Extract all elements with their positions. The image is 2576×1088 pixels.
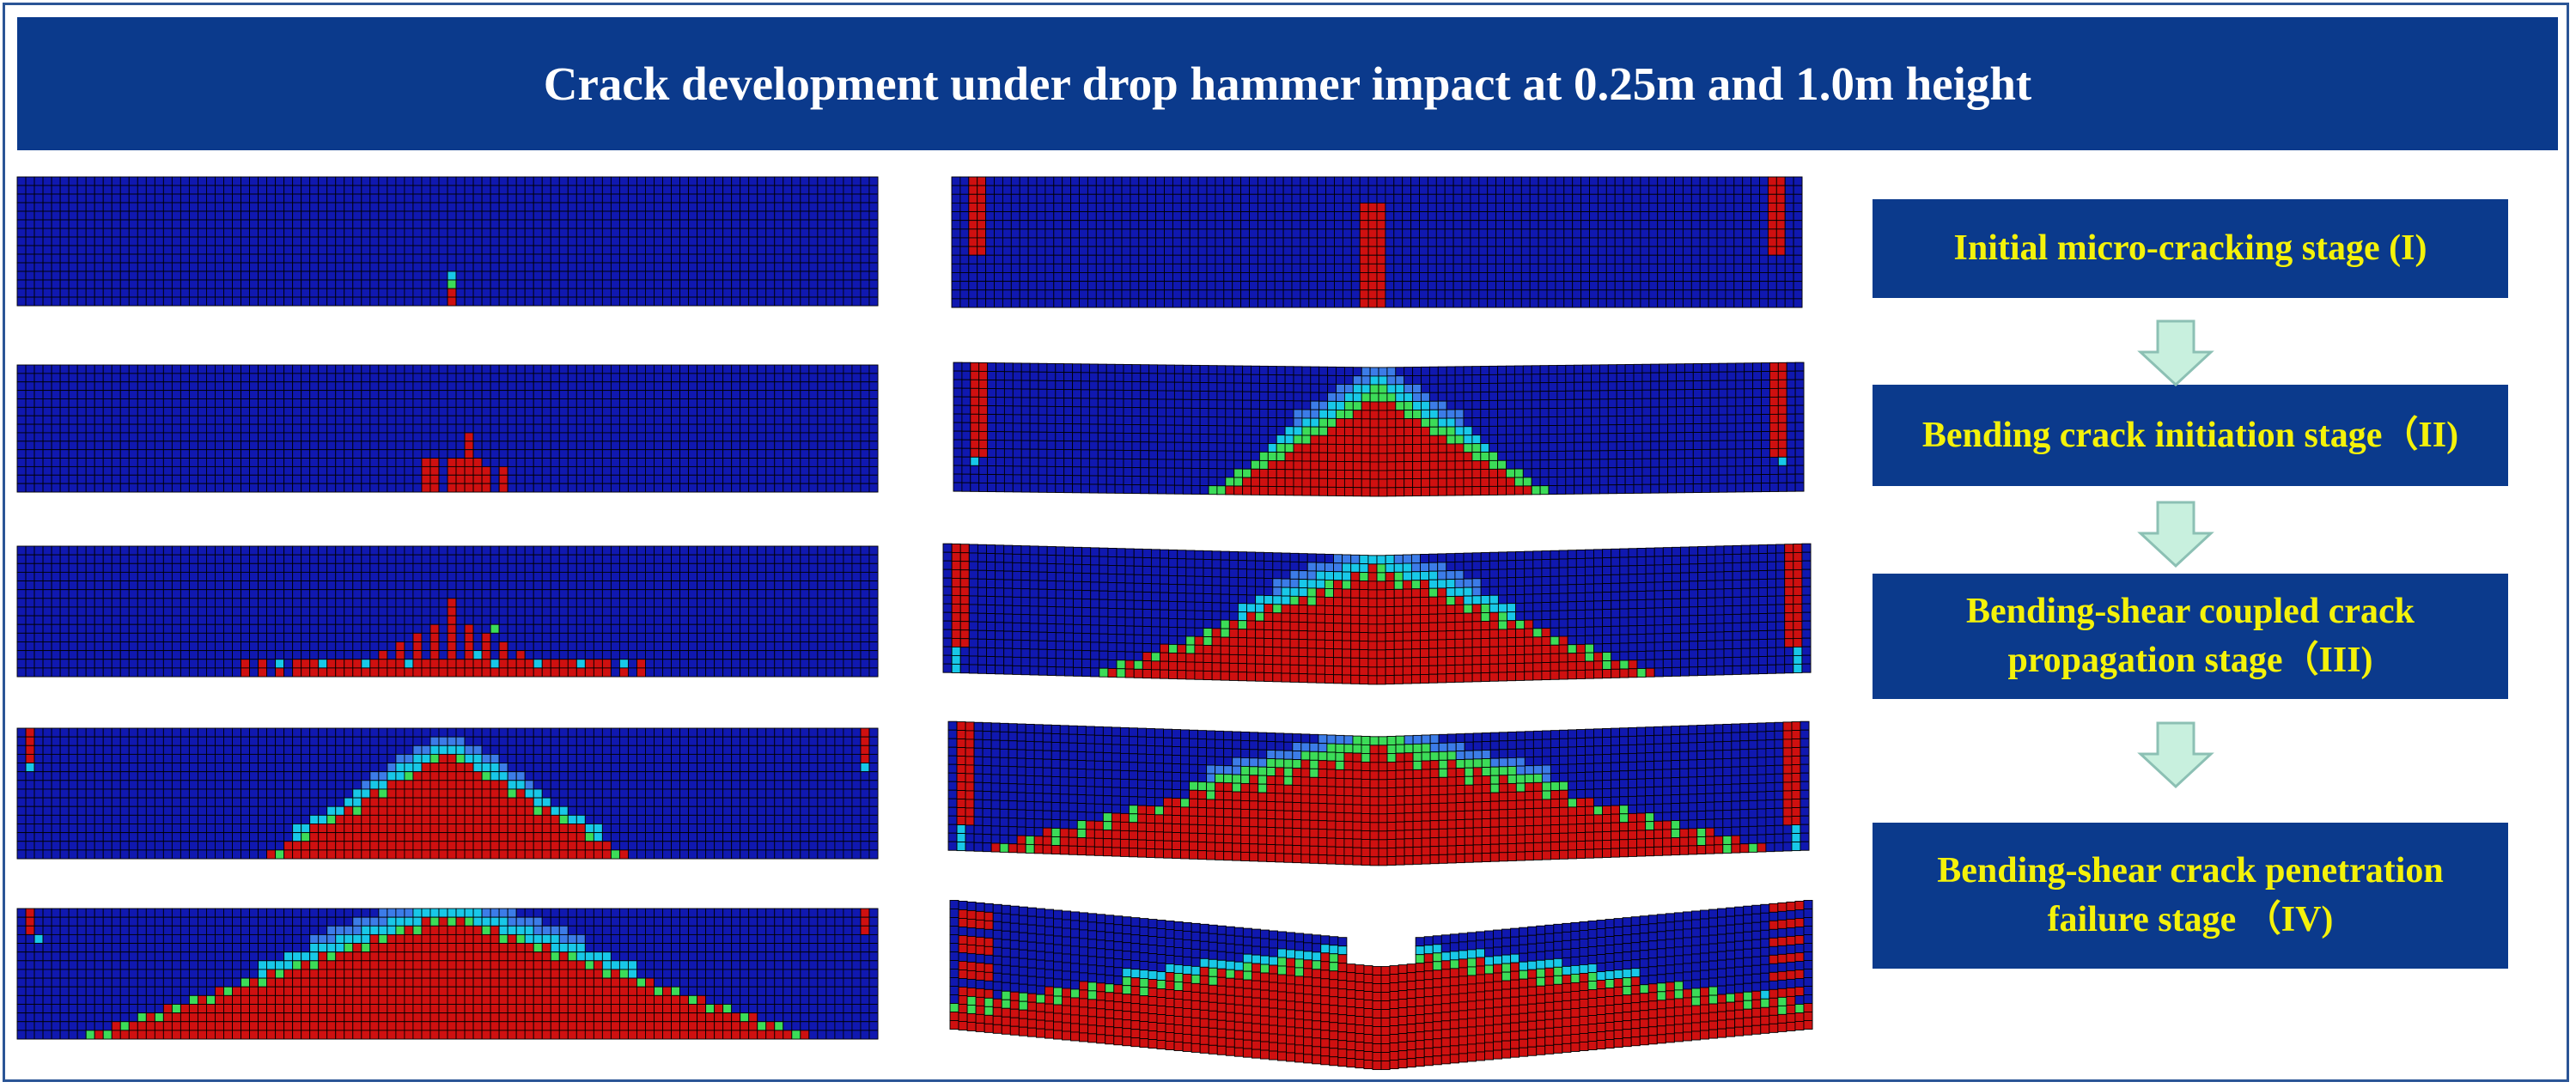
- beam-panel-right-2: [953, 362, 1805, 497]
- stage-box-1: Initial micro-cracking stage (I): [1873, 199, 2508, 298]
- figure-title: Crack development under drop hammer impa…: [543, 58, 2032, 110]
- stage-label-2: Bending crack initiation stage（II): [1921, 415, 2459, 455]
- beam-panel-left-1: [16, 176, 879, 307]
- beam-mesh: [947, 720, 1810, 866]
- stage-box-3: Bending-shear coupled crack propagation …: [1873, 574, 2508, 699]
- beam-panel-left-2: [16, 364, 879, 493]
- beam-mesh: [16, 545, 879, 678]
- down-arrow-icon-2: [2137, 501, 2214, 568]
- stage-box-2: Bending crack initiation stage（II): [1873, 385, 2508, 486]
- stage-label-1: Initial micro-cracking stage (I): [1953, 228, 2427, 269]
- stage-label-3: Bending-shear coupled crack propagation …: [1966, 592, 2415, 680]
- beam-mesh: [942, 543, 1812, 685]
- down-arrow-icon-3: [2137, 721, 2214, 789]
- beam-panel-right-4: [947, 720, 1810, 866]
- beam-mesh: [16, 176, 879, 307]
- beam-mesh: [16, 364, 879, 493]
- stage-box-4: Bending-shear crack penetration failure …: [1873, 823, 2508, 969]
- beam-mesh: [949, 900, 1813, 1071]
- stage-label-4: Bending-shear crack penetration failure …: [1937, 851, 2444, 939]
- beam-panel-right-3: [942, 543, 1812, 685]
- beam-panel-left-3: [16, 545, 879, 678]
- beam-panel-left-5: [16, 908, 879, 1040]
- down-arrow-icon-1: [2137, 319, 2214, 387]
- beam-panel-right-5: [949, 900, 1813, 1071]
- beam-mesh: [16, 908, 879, 1040]
- beam-mesh: [951, 176, 1803, 308]
- beam-mesh: [16, 727, 879, 860]
- beam-mesh: [953, 362, 1805, 497]
- beam-panel-right-1: [951, 176, 1803, 308]
- figure-title-bar: Crack development under drop hammer impa…: [17, 17, 2558, 150]
- beam-panel-left-4: [16, 727, 879, 860]
